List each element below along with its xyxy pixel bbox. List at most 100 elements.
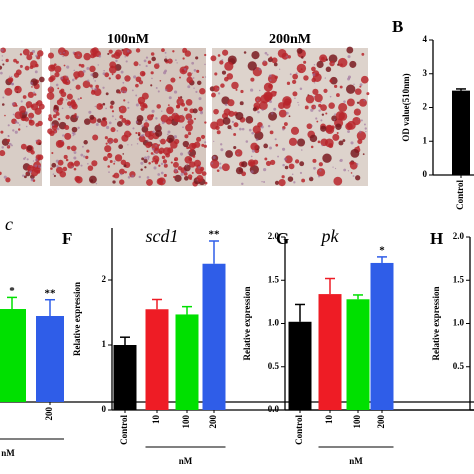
lipid-droplet [284, 165, 289, 170]
lipid-droplet [225, 150, 233, 158]
lipid-droplet [217, 54, 221, 57]
stain [73, 69, 75, 72]
lipid-droplet [25, 101, 33, 108]
lipid-droplet [57, 117, 61, 121]
lipid-droplet [345, 122, 353, 131]
stain [62, 51, 66, 54]
lipid-droplet [258, 101, 268, 111]
lipid-droplet [324, 138, 334, 148]
lipid-droplet [2, 63, 5, 66]
lipid-droplet [216, 118, 225, 127]
x-tick-label: 200 [376, 415, 386, 429]
stain [121, 90, 124, 93]
stain [151, 147, 155, 151]
lipid-droplet [177, 166, 183, 171]
lipid-droplet [359, 85, 362, 88]
lipid-droplet [167, 58, 173, 64]
lipid-droplet [100, 119, 108, 127]
lipid-droplet [104, 72, 110, 78]
lipid-droplet [124, 75, 131, 82]
stain [319, 101, 322, 104]
lipid-droplet [338, 102, 348, 112]
stain [25, 125, 28, 128]
lipid-droplet [73, 167, 77, 171]
lipid-droplet [350, 172, 353, 174]
lipid-droplet [59, 170, 67, 178]
lipid-droplet [325, 58, 329, 61]
lipid-droplet [308, 176, 314, 182]
lipid-droplet [4, 87, 13, 96]
lipid-droplet [122, 153, 125, 155]
stain [131, 174, 135, 178]
stain [106, 125, 110, 130]
stain [145, 56, 149, 59]
lipid-droplet [353, 108, 361, 116]
lipid-droplet [201, 171, 207, 176]
stain [363, 99, 366, 102]
lipid-droplet [90, 90, 96, 95]
stain [136, 143, 139, 145]
lipid-droplet [18, 105, 27, 113]
lipid-droplet [191, 171, 194, 174]
lipid-droplet [337, 63, 340, 66]
stain [365, 131, 367, 133]
lipid-droplet [227, 125, 232, 130]
lipid-droplet [105, 142, 108, 145]
lipid-droplet [108, 65, 117, 74]
lipid-droplet [235, 88, 238, 91]
stain [151, 109, 155, 113]
lipid-droplet [220, 83, 225, 88]
stain [282, 163, 285, 167]
stain [66, 79, 69, 82]
lipid-droplet [159, 79, 162, 82]
lipid-droplet [146, 150, 149, 153]
stain [267, 124, 271, 128]
stain [183, 170, 187, 174]
stain [158, 140, 161, 142]
y-axis-label: Relative expression [72, 282, 82, 356]
stain [80, 164, 83, 167]
stain [78, 164, 80, 167]
lipid-droplet [252, 125, 261, 134]
lipid-droplet [5, 58, 9, 63]
stain [161, 121, 165, 125]
stain [182, 126, 184, 129]
y-tick-label: 3 [423, 68, 428, 78]
stain [1, 55, 4, 57]
stain [95, 123, 99, 126]
lipid-droplet [224, 76, 229, 82]
lipid-droplet [305, 95, 315, 104]
lipid-droplet [136, 119, 143, 126]
stain [251, 149, 255, 153]
stain [66, 65, 70, 69]
lipid-droplet [182, 47, 188, 53]
lipid-droplet [31, 86, 33, 88]
lipid-droplet [47, 116, 53, 122]
stain [173, 135, 177, 139]
stain [313, 166, 316, 170]
stain [195, 90, 198, 93]
stain [168, 59, 171, 61]
lipid-droplet [243, 51, 247, 54]
bar [0, 309, 26, 402]
lipid-droplet [92, 134, 99, 141]
stain [236, 152, 239, 155]
lipid-droplet [107, 52, 110, 56]
lipid-droplet [105, 92, 109, 96]
lipid-droplet [30, 60, 38, 68]
stain [0, 71, 3, 75]
stain [25, 111, 28, 115]
stain [347, 77, 351, 81]
panel-label: F [62, 229, 72, 248]
stain [7, 145, 9, 148]
stain [108, 171, 110, 173]
stain [135, 103, 139, 107]
lipid-droplet [340, 63, 343, 67]
lipid-droplet [282, 101, 291, 109]
stain [248, 128, 252, 132]
stain [193, 87, 195, 89]
lipid-droplet [193, 159, 202, 168]
lipid-droplet [38, 103, 45, 110]
lipid-droplet [66, 145, 71, 150]
stain [167, 130, 171, 134]
